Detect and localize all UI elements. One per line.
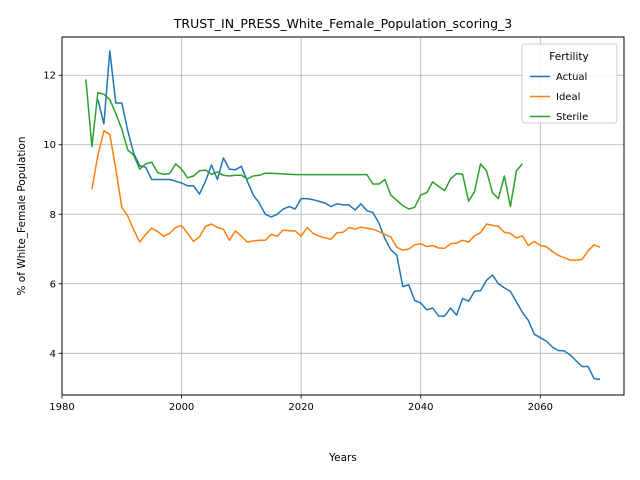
series-line-sterile [85, 79, 523, 210]
legend-box [521, 43, 618, 124]
x-tick-label: 1980 [49, 402, 74, 413]
series-line-ideal [91, 130, 601, 261]
series-line-actual [97, 50, 601, 381]
plot-frame [61, 36, 625, 396]
y-tick-label: 8 [50, 210, 56, 221]
x-tick-label: 2020 [288, 402, 313, 413]
y-tick-label: 4 [50, 349, 56, 360]
y-tick-label: 6 [50, 279, 56, 290]
y-tick-label: 12 [43, 71, 56, 82]
series-lines [85, 50, 601, 381]
x-tick-label: 2040 [408, 402, 433, 413]
legend-label-actual: Actual [556, 72, 587, 83]
legend-title: Fertility [549, 51, 588, 63]
ticks: 1980 2000 2020 2040 2060 4 6 8 10 12 [43, 71, 553, 413]
legend-items: Actual Ideal Sterile [530, 72, 588, 123]
x-tick-label: 2060 [528, 402, 553, 413]
x-tick-label: 2000 [169, 402, 194, 413]
y-axis-label: % of White_Female Population [16, 136, 28, 295]
legend-label-sterile: Sterile [556, 112, 588, 123]
legend-label-ideal: Ideal [556, 92, 580, 103]
x-axis-label: Years [328, 452, 357, 464]
legend: Fertility Actual Ideal Sterile [521, 43, 618, 124]
y-tick-label: 10 [43, 140, 56, 151]
chart-title: TRUST_IN_PRESS_White_Female_Population_s… [173, 16, 513, 31]
